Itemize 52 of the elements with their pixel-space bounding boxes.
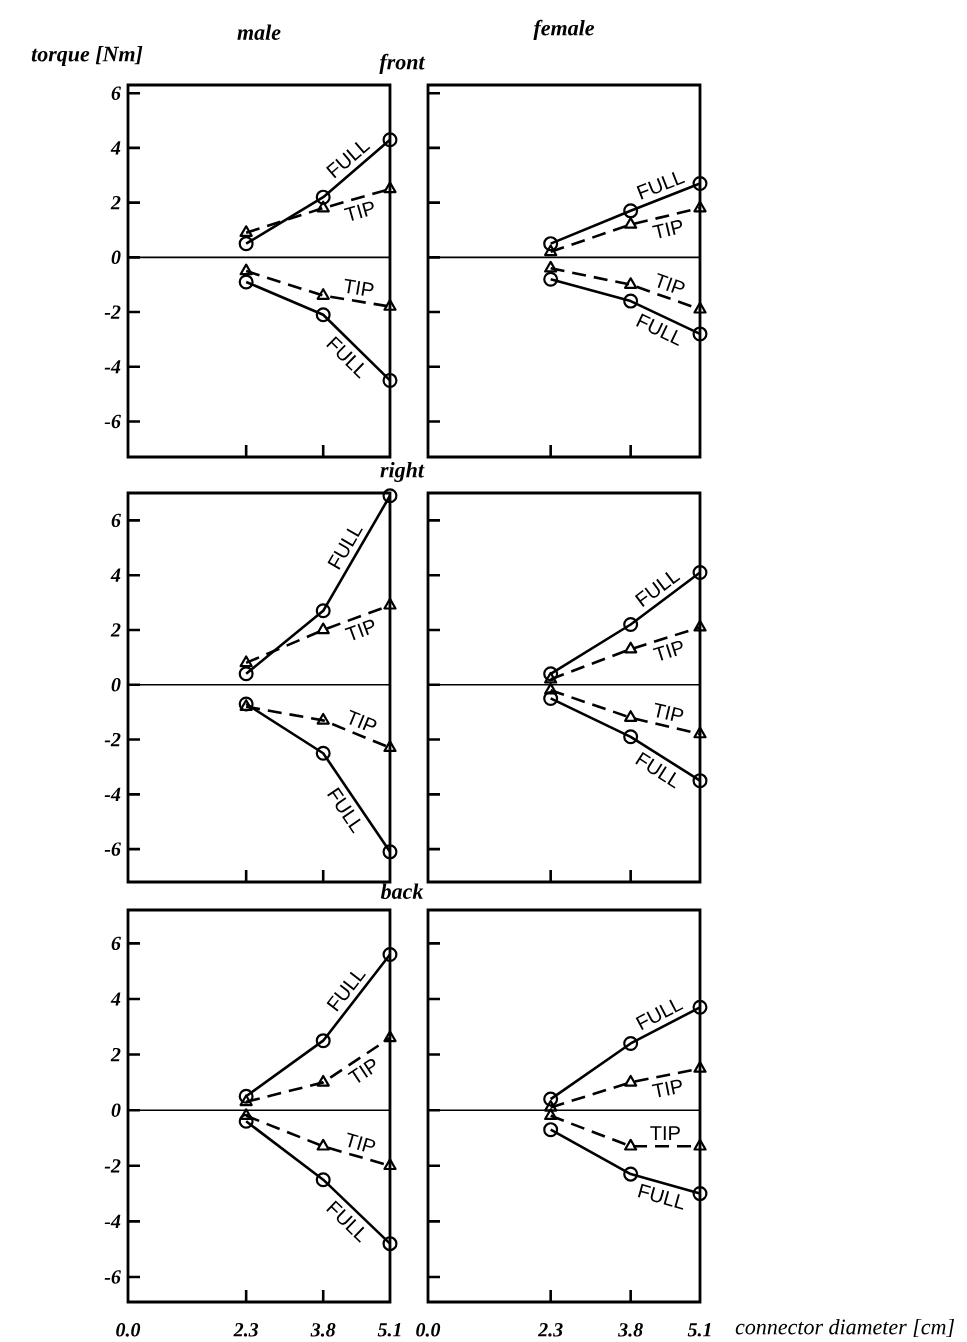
- y-tick-label: -4: [104, 1214, 121, 1228]
- text: TIP: [652, 220, 683, 239]
- chart-title: female: [533, 19, 595, 40]
- x-tick-label: 0.0: [416, 1323, 441, 1337]
- y-tick-label: -6: [104, 414, 121, 429]
- x-tick-label: 3.8: [618, 1323, 643, 1337]
- y-tick-label: 6: [111, 513, 121, 528]
- text: TIP: [347, 1132, 376, 1152]
- y-tick-label: 2: [110, 623, 121, 637]
- y-tick-label: 4: [110, 992, 121, 1006]
- text: FULL: [637, 1183, 684, 1210]
- x-tick-label: 0.0: [116, 1323, 141, 1337]
- text: TIP: [651, 1079, 682, 1098]
- y-tick-label: 4: [110, 568, 121, 582]
- y-tick-label: 6: [111, 86, 121, 100]
- text: TIP: [652, 640, 683, 661]
- y-tick-label: -2: [104, 1159, 121, 1173]
- text: front: [379, 53, 426, 74]
- y-tick-label: -6: [104, 1270, 121, 1284]
- y-tick-label: -2: [104, 305, 121, 319]
- text: TIP: [344, 278, 374, 296]
- text: TIP: [654, 702, 684, 721]
- y-tick-label: 2: [110, 196, 121, 210]
- text: FULL: [635, 999, 684, 1031]
- x-tick-label: 5.1: [687, 1323, 711, 1337]
- text: right: [380, 462, 425, 482]
- y-tick-label: 4: [110, 141, 121, 155]
- y-tick-label: 6: [111, 936, 121, 951]
- y-tick-label: -4: [104, 787, 121, 801]
- x-axis-title: connector diameter [cm]: [735, 1318, 955, 1338]
- x-tick-label: 2.3: [537, 1323, 563, 1337]
- x-tick-label: 3.8: [310, 1323, 336, 1337]
- text: TIP: [349, 709, 377, 731]
- text: FULL: [636, 313, 679, 346]
- text: TIP: [343, 201, 374, 221]
- text: TIP: [347, 1059, 376, 1083]
- y-tick-label: -6: [104, 842, 121, 856]
- y-tick-label: 0: [111, 678, 121, 692]
- chart-title: male: [237, 24, 281, 40]
- y-axis-title: torque [Nm]: [31, 46, 143, 66]
- y-tick-label: 0: [111, 1103, 121, 1117]
- text: TIP: [344, 619, 375, 641]
- y-tick-label: -2: [104, 732, 121, 747]
- text: FULL: [636, 172, 686, 200]
- y-tick-label: 0: [111, 250, 121, 265]
- x-tick-label: 5.1: [377, 1323, 401, 1337]
- series-label: TIP: [650, 1126, 680, 1140]
- y-tick-label: 2: [110, 1047, 121, 1062]
- x-tick-label: 2.3: [233, 1323, 259, 1337]
- text: back: [380, 883, 424, 899]
- y-tick-label: -4: [104, 360, 121, 374]
- text: TIP: [657, 272, 685, 293]
